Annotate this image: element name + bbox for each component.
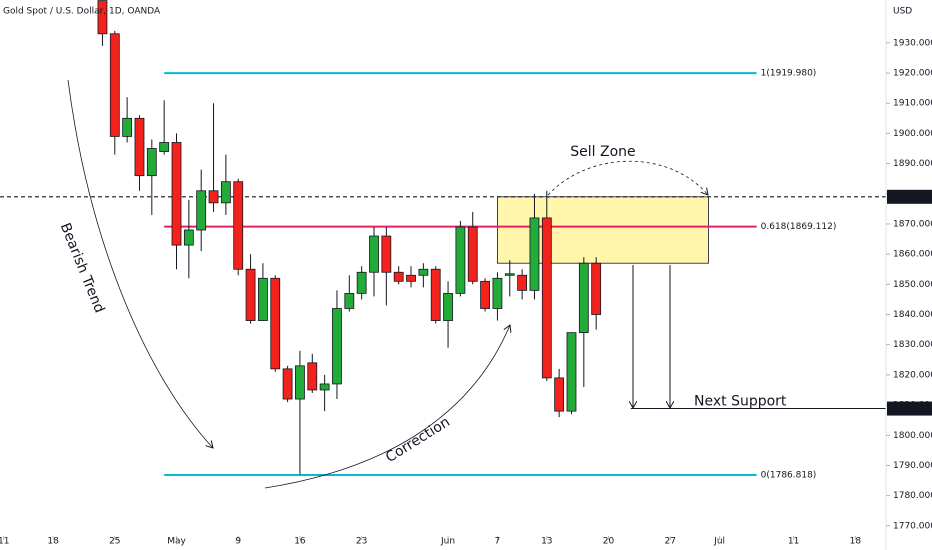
candle-body bbox=[208, 190, 219, 204]
y-tick-label: 1870.000 bbox=[893, 219, 932, 229]
candle-body bbox=[418, 268, 429, 276]
candle-body bbox=[220, 181, 231, 204]
y-tick-label: 1910.000 bbox=[893, 99, 932, 109]
candle-body bbox=[270, 277, 281, 370]
candle-body bbox=[97, 0, 108, 35]
candle-body bbox=[492, 277, 503, 309]
y-tick-label: 1890.000 bbox=[893, 159, 932, 169]
support-label: Next Support bbox=[694, 394, 787, 410]
candle-body bbox=[146, 148, 157, 177]
x-tick-label: Jul bbox=[713, 537, 725, 547]
price-tag bbox=[887, 189, 932, 204]
x-tick-label: 18 bbox=[850, 537, 862, 547]
candle-body bbox=[122, 117, 133, 137]
price-tag-label: 1808.845 bbox=[888, 404, 931, 414]
candle-body bbox=[344, 292, 355, 309]
candle-body bbox=[381, 235, 392, 273]
candle-body bbox=[295, 365, 305, 400]
candle-body bbox=[591, 262, 602, 315]
candle-body bbox=[258, 277, 268, 321]
x-tick-label: 7 bbox=[495, 537, 501, 547]
zone-arc bbox=[547, 160, 708, 195]
candle-body bbox=[541, 217, 552, 379]
x-tick-label: 18 bbox=[47, 537, 59, 547]
x-tick-label: May bbox=[167, 537, 186, 547]
x-tick-label: 11 bbox=[788, 537, 799, 547]
candle-body bbox=[245, 268, 256, 321]
candle-body bbox=[443, 292, 453, 321]
x-tick-label: 9 bbox=[235, 537, 241, 547]
x-tick-label: 27 bbox=[665, 537, 676, 547]
y-tick-label: 1850.000 bbox=[893, 280, 932, 290]
symbol-title: Gold Spot / U.S. Dollar, 1D, OANDA bbox=[3, 7, 161, 17]
candle-body bbox=[566, 332, 577, 412]
candle-body bbox=[578, 262, 589, 334]
sell-zone-label: Sell Zone bbox=[570, 144, 635, 160]
fib-label: 0(1786.818) bbox=[761, 471, 817, 481]
candle-body bbox=[529, 217, 540, 291]
candle-body bbox=[554, 377, 565, 412]
price-tag bbox=[887, 401, 932, 416]
y-tick-label: 1770.000 bbox=[893, 521, 932, 531]
fib-label: 1(1919.980) bbox=[761, 69, 817, 79]
candle-body bbox=[467, 226, 478, 282]
candle-body bbox=[282, 368, 293, 400]
candle-body bbox=[430, 268, 441, 321]
y-tick-label: 1920.000 bbox=[893, 69, 932, 79]
y-tick-label: 1800.000 bbox=[893, 431, 932, 441]
candle-body bbox=[406, 274, 416, 282]
x-tick-label: 20 bbox=[603, 537, 615, 547]
candle-body bbox=[319, 383, 330, 391]
y-tick-label: 1900.000 bbox=[893, 129, 932, 139]
correction-arrow bbox=[264, 325, 510, 489]
bearish-label: Bearish Trend bbox=[57, 221, 108, 315]
candle-body bbox=[517, 274, 528, 291]
y-tick-label: 1830.000 bbox=[893, 340, 932, 350]
correction-label: Correction bbox=[383, 414, 453, 466]
x-tick-label: 16 bbox=[294, 537, 306, 547]
candle-body bbox=[307, 362, 318, 391]
x-tick-label: Jun bbox=[440, 537, 455, 547]
y-tick-label: 1790.000 bbox=[893, 461, 932, 471]
candle-body bbox=[480, 280, 490, 309]
y-tick-label: 1860.000 bbox=[893, 250, 932, 260]
candle-body bbox=[233, 181, 244, 270]
candle-body bbox=[109, 33, 120, 137]
x-tick-label: 23 bbox=[356, 537, 367, 547]
candle-body bbox=[332, 308, 342, 385]
candle-body bbox=[455, 226, 466, 294]
fib-label: 0.618(1869.112) bbox=[761, 222, 837, 232]
y-tick-label: 1820.000 bbox=[893, 370, 932, 380]
trend-arrow bbox=[67, 79, 213, 448]
price-tag-label: 1878.999 bbox=[888, 192, 931, 202]
candle-body bbox=[393, 271, 404, 282]
x-tick-label: 11 bbox=[0, 537, 9, 547]
candle-body bbox=[134, 117, 145, 177]
currency: USD bbox=[893, 7, 912, 17]
candle-body bbox=[504, 273, 515, 276]
sell-zone bbox=[497, 196, 709, 264]
x-tick-label: 13 bbox=[541, 537, 552, 547]
candle-body bbox=[369, 235, 379, 273]
candle-body bbox=[196, 190, 207, 231]
candle-body bbox=[159, 142, 170, 152]
x-tick-label: 25 bbox=[109, 537, 120, 547]
candle-body bbox=[183, 229, 194, 246]
y-tick-label: 1930.000 bbox=[893, 38, 932, 48]
y-tick-label: 1840.000 bbox=[893, 310, 932, 320]
candle-body bbox=[171, 142, 182, 246]
candle-body bbox=[356, 271, 367, 294]
y-tick-label: 1780.000 bbox=[893, 491, 932, 501]
